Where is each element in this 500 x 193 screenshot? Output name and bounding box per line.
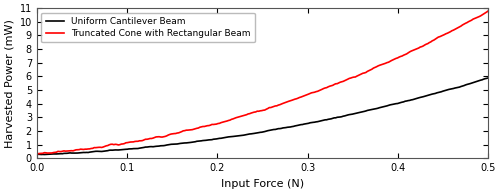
Uniform Cantilever Beam: [304, 122, 310, 125]
Uniform Cantilever Beam: [312, 121, 318, 123]
Uniform Cantilever Beam: [444, 89, 450, 91]
Line: Truncated Cone with Rectangular Beam: Truncated Cone with Rectangular Beam: [37, 11, 488, 154]
Truncated Cone with Rectangular Beam: [36, 152, 42, 155]
Truncated Cone with Rectangular Beam: [301, 95, 307, 97]
Truncated Cone with Rectangular Beam: [302, 94, 308, 96]
Uniform Cantilever Beam: [485, 77, 491, 79]
Legend: Uniform Cantilever Beam, Truncated Cone with Rectangular Beam: Uniform Cantilever Beam, Truncated Cone …: [42, 13, 255, 42]
Truncated Cone with Rectangular Beam: [485, 10, 491, 12]
Uniform Cantilever Beam: [302, 123, 308, 125]
Truncated Cone with Rectangular Beam: [34, 153, 40, 155]
Line: Uniform Cantilever Beam: Uniform Cantilever Beam: [37, 78, 488, 155]
Uniform Cantilever Beam: [416, 97, 422, 99]
Truncated Cone with Rectangular Beam: [414, 47, 420, 50]
Truncated Cone with Rectangular Beam: [443, 33, 449, 35]
Uniform Cantilever Beam: [34, 153, 40, 156]
Uniform Cantilever Beam: [36, 153, 42, 155]
Uniform Cantilever Beam: [38, 153, 44, 156]
Y-axis label: Harvested Power (mW): Harvested Power (mW): [4, 19, 14, 148]
X-axis label: Input Force (N): Input Force (N): [221, 179, 304, 189]
Truncated Cone with Rectangular Beam: [310, 91, 316, 94]
